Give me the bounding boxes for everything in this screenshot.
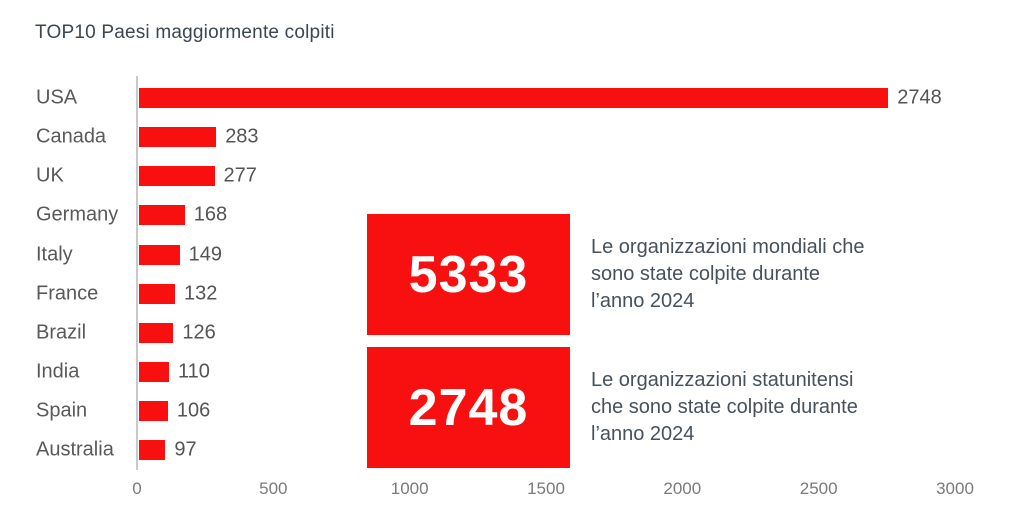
bar-row-spain: Spain 106 [0, 392, 1024, 431]
x-tick-label: 2500 [799, 479, 838, 498]
value-label: 126 [182, 321, 216, 344]
category-label: Italy [36, 243, 73, 266]
bar-germany [139, 205, 185, 226]
x-tick-label: 3000 [936, 479, 974, 498]
value-label: 97 [174, 438, 197, 461]
stat-value-global: 5333 [367, 214, 570, 335]
bar-france [139, 283, 175, 304]
category-label: France [36, 282, 99, 305]
bar-row-canada: Canada 283 [0, 118, 1024, 157]
bar-row-france: France 132 [0, 274, 1024, 313]
category-label: Brazil [36, 321, 87, 344]
value-label: 168 [193, 203, 228, 226]
bar-row-brazil: Brazil 126 [0, 313, 1024, 352]
bar-row-italy: Italy 149 [0, 235, 1024, 274]
bar-row-usa: USA 2748 [0, 79, 1024, 118]
bar-australia [139, 440, 166, 461]
bar-row-germany: Germany 168 [0, 196, 1024, 235]
x-tick-label: 500 [259, 479, 288, 498]
value-label: 283 [225, 125, 259, 148]
stat-description-usa: Le organizzazioni statunitensi che sono … [591, 369, 858, 445]
bar-row-india: India 110 [0, 353, 1024, 392]
category-label: Canada [36, 125, 107, 148]
bar-spain [139, 401, 168, 422]
bar-row-australia: Australia 97 [0, 431, 1024, 470]
x-tick-label: 0 [132, 479, 142, 498]
x-tick-label: 2000 [663, 479, 702, 498]
stat-description-global: Le organizzazioni mondiali che sono stat… [591, 236, 865, 312]
value-label: 277 [223, 164, 257, 187]
bar-brazil [139, 322, 174, 343]
bar-italy [139, 244, 180, 265]
x-tick-label: 1500 [527, 479, 565, 498]
stat-card-global: 5333 Le organizzazioni mondiali che sono… [367, 214, 936, 335]
value-label: 110 [178, 360, 210, 383]
category-label: UK [36, 164, 64, 187]
stat-value-usa: 2748 [367, 347, 570, 468]
bar-uk [139, 166, 215, 187]
category-label: India [36, 360, 80, 383]
category-label: Spain [36, 399, 88, 422]
value-label: 106 [176, 399, 211, 422]
value-label: 2748 [897, 86, 942, 109]
bar-canada [139, 127, 217, 148]
chart-title: TOP10 Paesi maggiormente colpiti [35, 22, 335, 43]
y-axis-line [136, 76, 138, 470]
category-label: USA [36, 86, 78, 109]
value-label: 132 [184, 282, 218, 305]
bar-india [139, 362, 169, 383]
bar-usa [139, 88, 889, 108]
value-label: 149 [188, 243, 222, 266]
category-label: Australia [36, 438, 114, 461]
x-tick-label: 1000 [390, 479, 429, 498]
stat-card-usa: 2748 Le organizzazioni statunitensi che … [367, 347, 936, 468]
category-label: Germany [36, 203, 119, 226]
bar-row-uk: UK 277 [0, 157, 1024, 196]
